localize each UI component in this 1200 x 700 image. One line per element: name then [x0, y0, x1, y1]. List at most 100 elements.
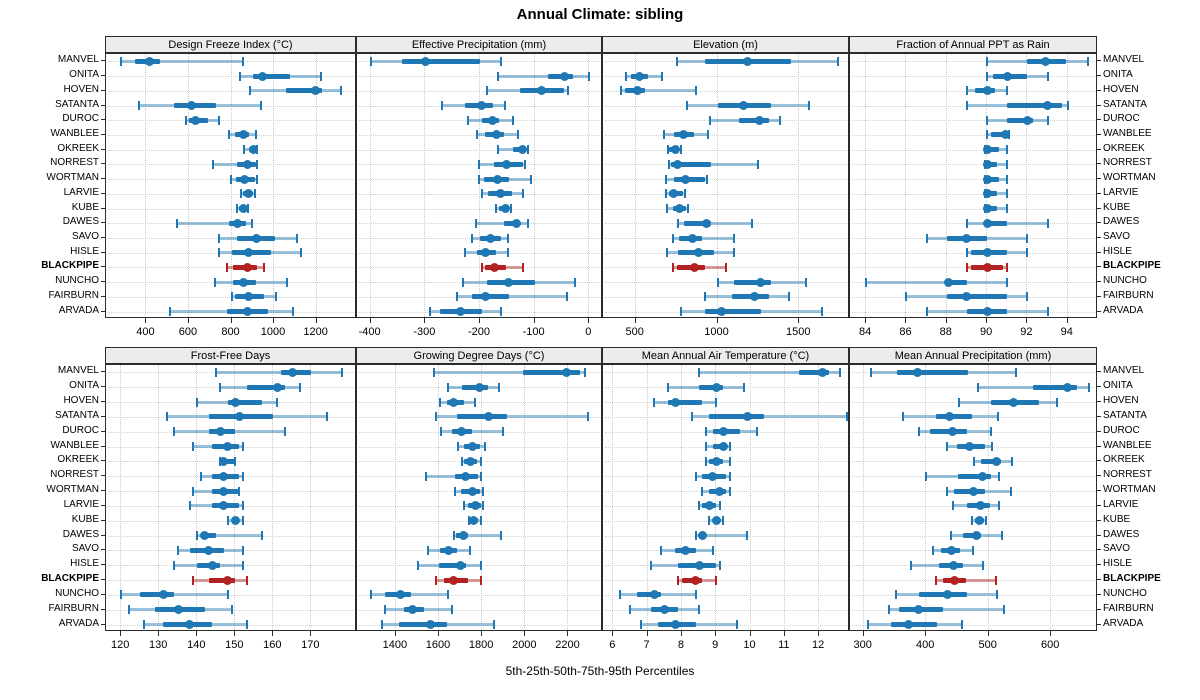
- panel-title: Effective Precipitation (mm): [411, 39, 547, 51]
- whisker-cap-low: [138, 101, 141, 111]
- median-dot: [982, 204, 992, 214]
- axis-tick-label: 1000: [260, 326, 286, 338]
- whisker-cap-low: [453, 486, 456, 496]
- panel-title: Design Freeze Index (°C): [168, 39, 293, 51]
- whisker-cap-high: [694, 590, 697, 600]
- iqr-bar: [523, 369, 581, 375]
- whisker-cap-high: [480, 560, 483, 570]
- whisker-cap-low: [970, 516, 973, 526]
- median-dot: [947, 545, 957, 555]
- whisker-cap-low: [650, 560, 653, 570]
- gridline-row: [359, 134, 600, 136]
- gridline-x: [798, 54, 800, 319]
- station-label-right-duroc: DUROC: [1103, 424, 1140, 436]
- median-dot: [1062, 382, 1072, 392]
- station-label-left-nuncho: NUNCHO: [55, 275, 99, 287]
- whisker-cap-low: [477, 174, 480, 184]
- whisker-cap-low: [226, 516, 229, 526]
- gridline-row: [605, 550, 847, 552]
- gridline-row: [359, 76, 600, 78]
- whisker-cap-high: [507, 248, 510, 258]
- median-dot: [252, 233, 262, 243]
- station-label-right-satanta: SATANTA: [1103, 98, 1147, 110]
- median-dot: [717, 307, 727, 317]
- median-dot: [243, 189, 253, 199]
- percentile-whisker: [216, 370, 342, 374]
- median-dot: [223, 575, 233, 585]
- whisker-cap-high: [298, 382, 301, 392]
- whisker-cap-high: [746, 531, 749, 541]
- whisker-cap-low: [440, 427, 443, 437]
- whisker-cap-high: [234, 456, 237, 466]
- axis-tick: [588, 318, 590, 323]
- row-tick-left: [101, 89, 105, 91]
- whisker-cap-high: [583, 367, 586, 377]
- iqr-bar: [897, 369, 969, 375]
- gridline-row: [359, 223, 600, 225]
- median-dot: [234, 412, 244, 422]
- whisker-cap-high: [588, 71, 591, 81]
- gridline-row: [359, 238, 600, 240]
- station-label-right-arvada: ARVADA: [1103, 304, 1144, 316]
- percentile-whisker: [457, 295, 568, 299]
- gridline-x: [187, 54, 189, 319]
- median-dot: [1022, 115, 1032, 125]
- iqr-bar: [704, 309, 761, 315]
- whisker-cap-high: [256, 174, 259, 184]
- axis-tick: [987, 631, 989, 636]
- whisker-cap-high: [989, 427, 992, 437]
- gridline-row: [359, 267, 600, 269]
- whisker-cap-high: [1026, 248, 1029, 258]
- median-dot: [697, 531, 707, 541]
- whisker-cap-low: [165, 412, 168, 422]
- gridline-x: [533, 54, 535, 319]
- gridline-row: [359, 193, 600, 195]
- percentile-whisker: [668, 162, 758, 166]
- axis-tick: [315, 318, 317, 323]
- whisker-cap-high: [960, 620, 963, 630]
- gridline-row: [108, 594, 354, 596]
- gridline-row: [605, 238, 847, 240]
- whisker-cap-high: [1006, 145, 1009, 155]
- percentile-whisker: [453, 534, 502, 538]
- median-dot: [1002, 71, 1012, 81]
- whisker-cap-high: [527, 218, 530, 228]
- percentile-whisker: [620, 89, 696, 93]
- median-dot: [635, 71, 645, 81]
- whisker-cap-high: [241, 442, 244, 452]
- panel-fraction-of-annual-ppt-as-rain: [849, 53, 1097, 319]
- percentile-whisker: [425, 474, 482, 478]
- median-dot: [443, 545, 453, 555]
- row-tick-right: [1097, 295, 1101, 297]
- axis-tick: [716, 318, 718, 323]
- iqr-bar: [987, 206, 998, 212]
- whisker-cap-high: [1006, 204, 1009, 214]
- whisker-cap-high: [340, 86, 343, 96]
- station-label-left-satanta: SATANTA: [55, 409, 99, 421]
- percentile-whisker: [692, 415, 847, 419]
- gridline-x: [272, 365, 274, 632]
- station-label-right-hoven: HOVEN: [1103, 395, 1139, 407]
- gridline-row: [852, 193, 1095, 195]
- median-dot: [500, 204, 510, 214]
- whisker-cap-high: [1006, 174, 1009, 184]
- gridline-x: [818, 365, 820, 632]
- row-tick-right: [1097, 475, 1101, 477]
- whisker-cap-low: [708, 516, 711, 526]
- whisker-cap-low: [986, 56, 989, 66]
- gridline-row: [359, 282, 600, 284]
- gridline-row: [108, 76, 354, 78]
- row-tick-left: [101, 415, 105, 417]
- whisker-cap-low: [667, 159, 670, 169]
- whisker-cap-high: [1006, 277, 1009, 287]
- station-label-left-kube: KUBE: [71, 513, 99, 525]
- whisker-cap-high: [1015, 367, 1018, 377]
- whisker-cap-high: [482, 486, 485, 496]
- median-dot: [670, 620, 680, 630]
- whisker-cap-low: [456, 442, 459, 452]
- gridline-row: [108, 238, 354, 240]
- panel-title: Elevation (m): [693, 39, 758, 51]
- iqr-bar: [709, 414, 765, 420]
- axis-tick: [862, 631, 864, 636]
- whisker-cap-low: [698, 501, 701, 511]
